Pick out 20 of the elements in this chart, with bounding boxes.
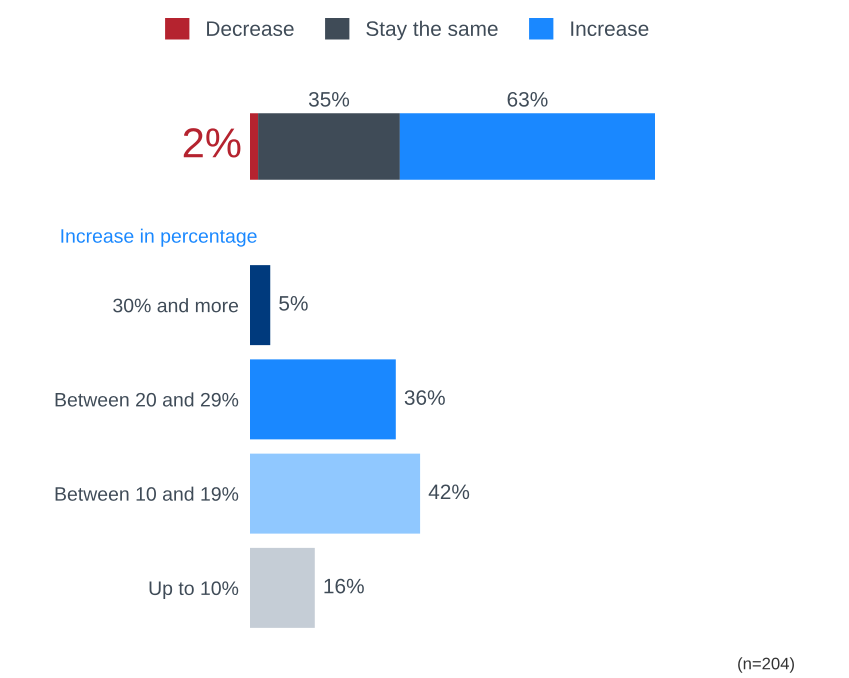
data-label: 42% [428, 484, 470, 500]
legend-label: Decrease [207, 22, 294, 36]
legend-label: Increase [571, 22, 648, 36]
chart-title: Increase in percentage [61, 228, 257, 247]
bar [250, 548, 315, 628]
bar [250, 359, 396, 440]
y-tick-label: Between 10 and 19% [56, 486, 238, 501]
bar [250, 265, 270, 346]
data-label: 16% [324, 578, 364, 594]
bar [250, 454, 420, 534]
data-label: 35% [308, 92, 350, 107]
data-label: 36% [404, 390, 445, 405]
data-label: 5% [279, 296, 308, 311]
y-tick-label: Between 20 and 29% [56, 392, 238, 407]
y-tick-label: Up to 10% [150, 581, 238, 599]
legend-label: Stay the same [366, 20, 498, 40]
y-tick-label: 30% and more [113, 298, 238, 312]
data-label: 63% [508, 92, 548, 107]
text: (n=204) [738, 657, 794, 673]
data-label: 2% [184, 128, 240, 158]
